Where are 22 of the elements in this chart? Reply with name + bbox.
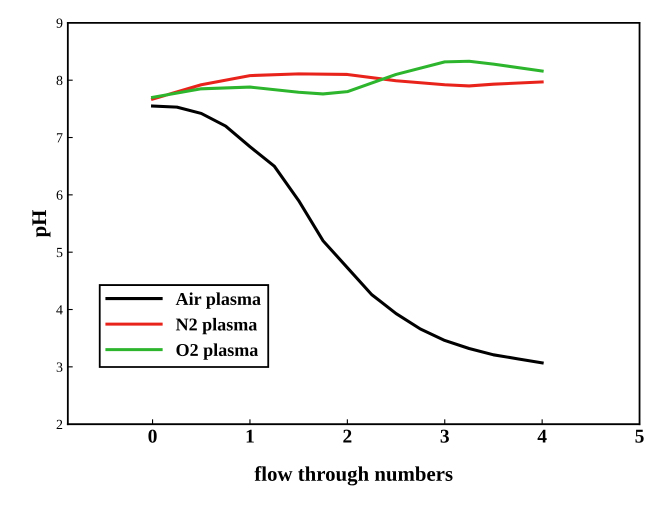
x-tick-label: 5 — [635, 430, 644, 443]
y-tick-label: 2 — [56, 420, 62, 429]
x-axis-title: flow through numbers — [254, 466, 453, 486]
y-tick-label: 5 — [56, 248, 62, 258]
y-tick-label: 8 — [56, 76, 62, 86]
legend-label: N2 plasma — [176, 318, 258, 334]
legend-label: O2 plasma — [176, 343, 258, 360]
y-tick-label: 3 — [56, 362, 62, 372]
y-tick-label: 6 — [56, 190, 63, 200]
line-series — [151, 104, 544, 364]
y-axis-title: pH — [32, 210, 50, 238]
x-tick-label: 4 — [538, 430, 547, 443]
x-tick-label: 2 — [343, 430, 352, 443]
x-tick-label: 3 — [440, 430, 449, 443]
x-tick-label: 1 — [246, 430, 254, 443]
y-tick-label: 4 — [56, 305, 63, 314]
x-tick-label: 0 — [148, 430, 157, 443]
y-tick-label: 9 — [56, 18, 62, 28]
y-tick-label: 7 — [56, 133, 63, 142]
legend-label: Air plasma — [176, 292, 261, 309]
line-series — [151, 60, 544, 99]
line-series — [151, 72, 544, 101]
